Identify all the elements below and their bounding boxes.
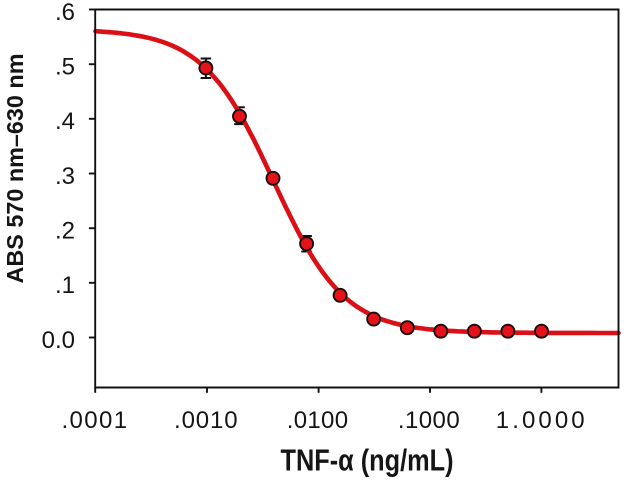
svg-text:0.0: 0.0 (42, 327, 75, 354)
svg-text:.0001: .0001 (61, 407, 127, 434)
svg-text:.2: .2 (55, 218, 75, 245)
svg-text:.0010: .0010 (174, 407, 238, 434)
svg-text:1.0000: 1.0000 (496, 407, 585, 434)
svg-text:TNF-α (ng/mL): TNF-α (ng/mL) (281, 443, 454, 478)
svg-text:.1000: .1000 (398, 407, 460, 434)
svg-text:.3: .3 (55, 163, 75, 190)
svg-text:.5: .5 (55, 54, 75, 81)
svg-text:.6: .6 (55, 0, 75, 26)
svg-text:.4: .4 (55, 108, 75, 135)
svg-text:.0100: .0100 (287, 407, 348, 434)
svg-text:ABS 570 nm–630 nm: ABS 570 nm–630 nm (2, 54, 28, 284)
svg-text:.1: .1 (55, 272, 75, 299)
